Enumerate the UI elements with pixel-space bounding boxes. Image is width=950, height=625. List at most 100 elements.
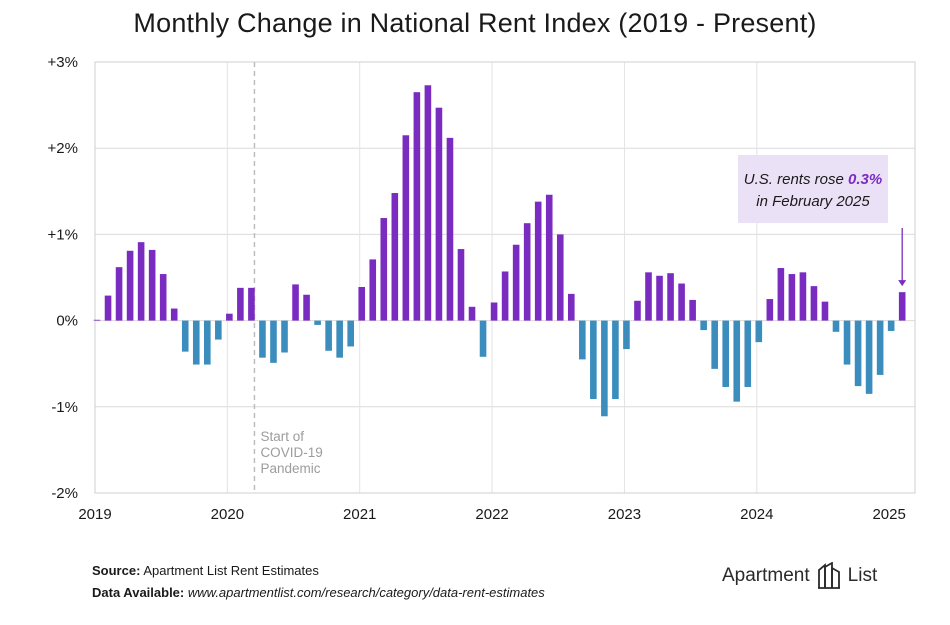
bar bbox=[689, 299, 696, 321]
bar bbox=[181, 320, 189, 352]
bar bbox=[391, 193, 399, 321]
x-tick-label: 2021 bbox=[343, 506, 376, 523]
data-available-label: Data Available: bbox=[92, 585, 185, 600]
bar bbox=[402, 135, 410, 321]
bar bbox=[292, 284, 299, 321]
bar bbox=[457, 249, 465, 321]
bar bbox=[281, 320, 288, 353]
bar bbox=[347, 320, 354, 347]
bar bbox=[170, 308, 178, 321]
bar bbox=[678, 283, 685, 321]
bar bbox=[854, 320, 862, 387]
bar bbox=[876, 320, 884, 375]
bar bbox=[126, 250, 134, 321]
bar bbox=[490, 302, 498, 321]
annotation-highlight: 0.3% bbox=[848, 171, 883, 188]
y-tick-label: -2% bbox=[51, 485, 78, 502]
bar bbox=[237, 287, 244, 321]
bar bbox=[424, 85, 432, 321]
event-marker: Start of COVID-19 Pandemic bbox=[253, 62, 323, 493]
annotation-line-1: U.S. rents rose 0.3% bbox=[738, 171, 888, 188]
bar bbox=[799, 272, 807, 321]
x-tick-label: 2024 bbox=[740, 506, 773, 523]
bar bbox=[192, 320, 200, 365]
bar bbox=[115, 267, 123, 321]
bar bbox=[148, 249, 156, 321]
annotation-box: U.S. rents rose 0.3% in February 2025 bbox=[738, 155, 888, 223]
bar bbox=[380, 218, 388, 321]
bar bbox=[832, 320, 840, 332]
bar bbox=[623, 320, 630, 350]
bars bbox=[93, 85, 906, 417]
y-tick-label: +1% bbox=[48, 226, 78, 243]
bar bbox=[601, 320, 608, 417]
x-tick-label: 2020 bbox=[211, 506, 244, 523]
annotation-text-before: U.S. rents rose bbox=[743, 171, 844, 188]
bar bbox=[744, 320, 752, 387]
footer: Source: Apartment List Rent Estimates Da… bbox=[92, 560, 545, 604]
bar bbox=[634, 300, 641, 321]
source-line: Source: Apartment List Rent Estimates bbox=[92, 560, 545, 582]
bar bbox=[204, 320, 211, 365]
bar bbox=[579, 320, 586, 360]
bar bbox=[722, 320, 730, 387]
event-label-line-2: COVID-19 bbox=[260, 445, 322, 460]
bar bbox=[556, 234, 564, 321]
x-tick-label: 2022 bbox=[475, 506, 508, 523]
logo-word-1: Apartment bbox=[722, 565, 810, 586]
bar bbox=[259, 320, 266, 358]
bar bbox=[435, 107, 443, 321]
bar bbox=[314, 320, 321, 325]
bar bbox=[777, 268, 785, 321]
bar bbox=[865, 320, 873, 394]
grid bbox=[94, 61, 916, 494]
x-tick-label: 2019 bbox=[78, 506, 111, 523]
logo-word-2: List bbox=[847, 565, 878, 586]
bar bbox=[711, 320, 718, 369]
event-label-line-1: Start of bbox=[260, 429, 304, 444]
bar bbox=[645, 272, 652, 321]
y-tick-label: +3% bbox=[48, 54, 78, 71]
bar bbox=[512, 244, 520, 321]
apartment-list-logo: Apartment List bbox=[722, 560, 877, 592]
bar bbox=[358, 286, 366, 321]
bar bbox=[612, 320, 619, 400]
bar bbox=[567, 293, 575, 321]
bar bbox=[248, 287, 255, 321]
bar bbox=[887, 320, 895, 331]
bar bbox=[413, 92, 421, 321]
annotation-arrowhead bbox=[898, 280, 907, 287]
bar bbox=[523, 223, 531, 321]
plot-frame bbox=[94, 61, 916, 494]
bar bbox=[303, 294, 310, 321]
data-available-url[interactable]: www.apartmentlist.com/research/category/… bbox=[187, 585, 545, 600]
chart-title: Monthly Change in National Rent Index (2… bbox=[133, 8, 817, 38]
bar bbox=[137, 242, 145, 321]
bar bbox=[93, 319, 101, 321]
bar bbox=[656, 275, 663, 321]
bar bbox=[501, 271, 509, 321]
bar bbox=[215, 320, 222, 340]
bar bbox=[788, 274, 796, 321]
source-label: Source: bbox=[92, 563, 141, 578]
bar bbox=[159, 274, 167, 321]
bar bbox=[545, 194, 553, 321]
bar bbox=[755, 320, 763, 343]
bar bbox=[843, 320, 851, 365]
annotation-line-2: in February 2025 bbox=[756, 193, 870, 210]
x-tick-label: 2025 bbox=[872, 506, 905, 523]
bar bbox=[534, 201, 542, 321]
bar bbox=[369, 259, 377, 321]
data-available-line: Data Available: www.apartmentlist.com/re… bbox=[92, 582, 545, 604]
bar bbox=[479, 320, 487, 357]
bar bbox=[821, 301, 829, 321]
bar bbox=[104, 295, 112, 321]
y-tick-label: +2% bbox=[48, 140, 78, 157]
bar bbox=[667, 273, 674, 321]
bar bbox=[898, 292, 906, 321]
logo-building-icon bbox=[817, 562, 840, 589]
bar bbox=[700, 320, 707, 331]
axes: +3% +2% +1% 0% -1% -2%2019 2020 2021 2022 2023 202… bbox=[48, 54, 906, 523]
bar bbox=[590, 320, 597, 400]
x-tick-label: 2023 bbox=[608, 506, 641, 523]
